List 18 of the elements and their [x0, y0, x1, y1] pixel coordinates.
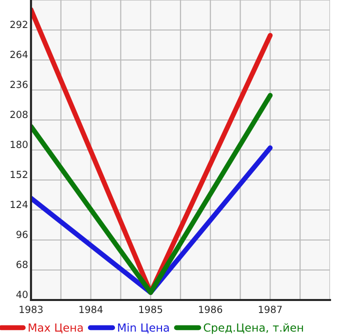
y-tick-label: 236: [10, 80, 28, 88]
y-tick-label: 68: [16, 260, 28, 268]
y-tick-label: 180: [10, 140, 28, 148]
y-tick-label: 40: [16, 290, 28, 298]
x-tick-label: 1983: [20, 306, 43, 314]
y-tick-label: 152: [10, 170, 28, 178]
legend-label: Сред.Цена, т.йен: [204, 323, 303, 334]
x-tick-label: 1986: [199, 306, 222, 314]
legend-label: Max Цена: [28, 323, 83, 334]
y-tick-label: 96: [16, 230, 28, 238]
x-tick-label: 1987: [258, 306, 282, 314]
y-tick-label: 208: [10, 110, 28, 118]
y-tick-label: 292: [10, 20, 28, 28]
x-tick-label: 1984: [79, 306, 103, 314]
x-tick-label: 1985: [139, 306, 162, 314]
y-tick-label: 264: [10, 50, 28, 58]
y-tick-label: 124: [10, 200, 28, 208]
legend-label: Min Цена: [118, 323, 169, 334]
